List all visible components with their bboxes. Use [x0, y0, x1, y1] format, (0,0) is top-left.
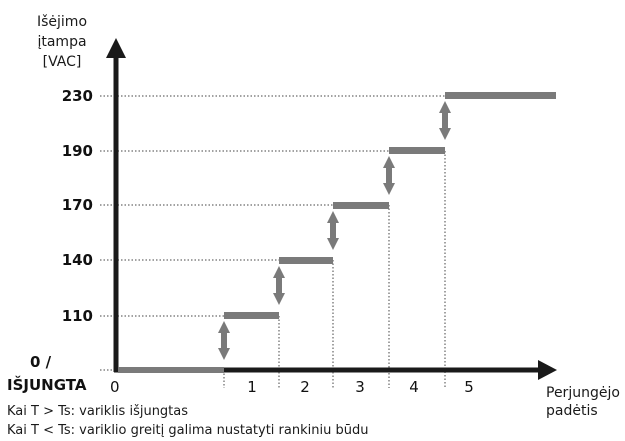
x-axis-arrow: [538, 360, 557, 380]
horizontal-guides: [100, 95, 445, 371]
step-bar-0: [118, 367, 224, 373]
x-tick-4: 4: [409, 378, 419, 396]
y-tick-labels: 230 190 170 140 110: [62, 87, 93, 325]
step-bar-2: [279, 257, 333, 264]
x-axis-label-line-1: Perjungėjo: [546, 385, 620, 401]
x-position-labels: 1 2 3 4 5: [247, 378, 474, 396]
x-axis-label-line-2: padėtis: [546, 403, 598, 419]
transition-arrow-4-5: [439, 101, 451, 140]
x-tick-0: 0: [110, 378, 120, 396]
y-axis-arrow: [106, 38, 126, 58]
zero-label: 0 /: [30, 353, 52, 371]
transition-arrow-1-2: [273, 266, 285, 305]
step-bar-5: [445, 92, 556, 99]
transition-arrow-2-3: [327, 211, 339, 250]
y-tick-190: 190: [62, 142, 93, 160]
x-tick-1: 1: [247, 378, 257, 396]
y-axis-label-line-2: įtampa: [37, 34, 86, 50]
step-bar-4: [389, 147, 445, 154]
y-tick-110: 110: [62, 307, 93, 325]
y-tick-140: 140: [62, 251, 93, 269]
axes: [106, 38, 557, 380]
vertical-guides: [223, 151, 446, 388]
y-axis-label-line-3: [VAC]: [43, 54, 82, 70]
y-tick-230: 230: [62, 87, 93, 105]
step-bars: [118, 92, 556, 373]
x-tick-5: 5: [464, 378, 474, 396]
step-bar-3: [333, 202, 389, 209]
transition-arrows: [218, 101, 451, 360]
note-line-1: Kai T > Ts: variklis išjungtas: [7, 404, 189, 419]
x-tick-2: 2: [300, 378, 310, 396]
note-line-2: Kai T < Ts: variklio greitį galima nusta…: [7, 423, 369, 438]
y-tick-170: 170: [62, 196, 93, 214]
transition-arrow-3-4: [383, 156, 395, 195]
step-bar-1: [224, 312, 279, 319]
transition-arrow-0-1: [218, 321, 230, 360]
y-axis-label-line-1: Išėjimo: [37, 14, 87, 30]
off-label: IŠJUNGTA: [7, 375, 87, 394]
x-tick-3: 3: [355, 378, 365, 396]
